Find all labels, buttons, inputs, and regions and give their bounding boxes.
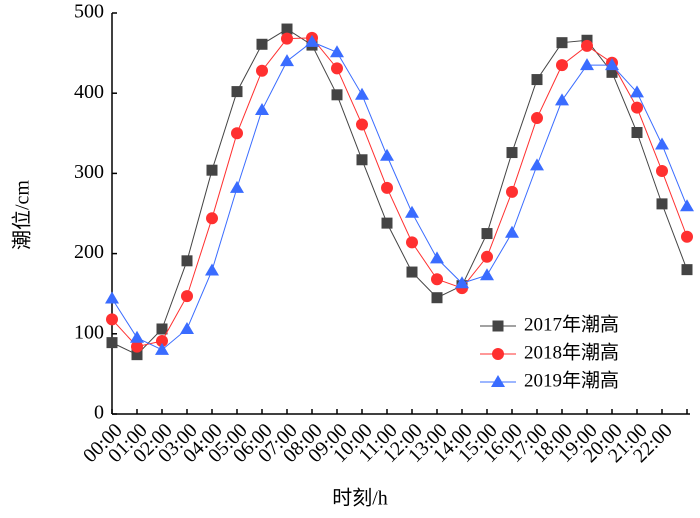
y-tick-label: 200 — [74, 241, 104, 263]
legend-marker — [492, 348, 504, 360]
data-point — [381, 181, 393, 194]
data-point — [231, 127, 243, 140]
data-point — [331, 89, 343, 101]
data-point — [505, 225, 519, 238]
data-point — [506, 185, 518, 198]
series-line — [111, 28, 688, 356]
data-point — [630, 85, 644, 98]
data-point — [155, 342, 169, 355]
data-point — [430, 251, 444, 264]
data-point — [455, 276, 469, 289]
data-point — [481, 228, 493, 240]
data-point — [331, 62, 343, 75]
data-point — [656, 164, 668, 177]
data-point — [631, 101, 643, 114]
data-point — [681, 230, 693, 243]
data-point — [680, 199, 694, 212]
data-point — [631, 126, 643, 138]
data-point — [105, 291, 119, 304]
data-point — [256, 64, 268, 77]
data-point — [605, 58, 619, 71]
y-tick-label: 500 — [74, 1, 104, 23]
data-point — [131, 349, 143, 361]
data-point — [405, 205, 419, 218]
legend-label: 2017年潮高 — [524, 313, 619, 335]
data-point — [481, 250, 493, 263]
data-point — [581, 39, 593, 52]
data-point — [356, 118, 368, 131]
data-point — [531, 74, 543, 86]
series-line — [111, 41, 688, 351]
data-point — [255, 103, 269, 116]
data-point — [230, 180, 244, 193]
data-point — [431, 292, 443, 304]
x-axis-label: 时刻/h — [332, 487, 388, 510]
legend-label: 2019年潮高 — [524, 369, 619, 391]
data-point — [206, 212, 218, 225]
data-point — [206, 164, 218, 176]
y-tick-label: 400 — [74, 81, 104, 103]
data-point — [555, 93, 569, 106]
data-point — [280, 54, 294, 67]
data-point — [480, 268, 494, 281]
data-point — [556, 59, 568, 72]
data-point — [106, 313, 118, 326]
data-point — [406, 236, 418, 249]
data-point — [281, 23, 293, 35]
data-point — [556, 37, 568, 49]
data-point — [431, 273, 443, 286]
data-point — [656, 198, 668, 210]
legend-label: 2018年潮高 — [524, 341, 619, 363]
data-point — [106, 337, 118, 349]
data-point — [156, 323, 168, 335]
data-point — [131, 340, 143, 353]
data-point — [305, 34, 319, 47]
legend-marker — [492, 320, 504, 332]
y-tick-label: 0 — [94, 402, 104, 424]
legend-marker — [491, 375, 505, 387]
data-point — [156, 335, 168, 348]
data-point — [506, 147, 518, 159]
data-point — [531, 112, 543, 125]
data-point — [530, 158, 544, 171]
data-point — [180, 321, 194, 334]
data-point — [256, 38, 268, 50]
data-point — [281, 32, 293, 45]
y-axis-label: 潮位/cm — [11, 180, 34, 250]
data-point — [655, 137, 669, 150]
series-line — [111, 37, 688, 348]
y-tick-label: 100 — [74, 321, 104, 343]
data-point — [130, 330, 144, 343]
data-point — [181, 255, 193, 267]
data-point — [606, 66, 618, 78]
data-point — [356, 154, 368, 166]
y-tick-label: 300 — [74, 161, 104, 183]
data-point — [580, 58, 594, 71]
data-point — [406, 266, 418, 278]
data-point — [330, 45, 344, 58]
data-point — [181, 290, 193, 303]
data-point — [380, 148, 394, 161]
data-point — [205, 263, 219, 276]
data-point — [681, 264, 693, 276]
data-point — [381, 217, 393, 229]
data-point — [231, 86, 243, 98]
data-point — [355, 87, 369, 100]
